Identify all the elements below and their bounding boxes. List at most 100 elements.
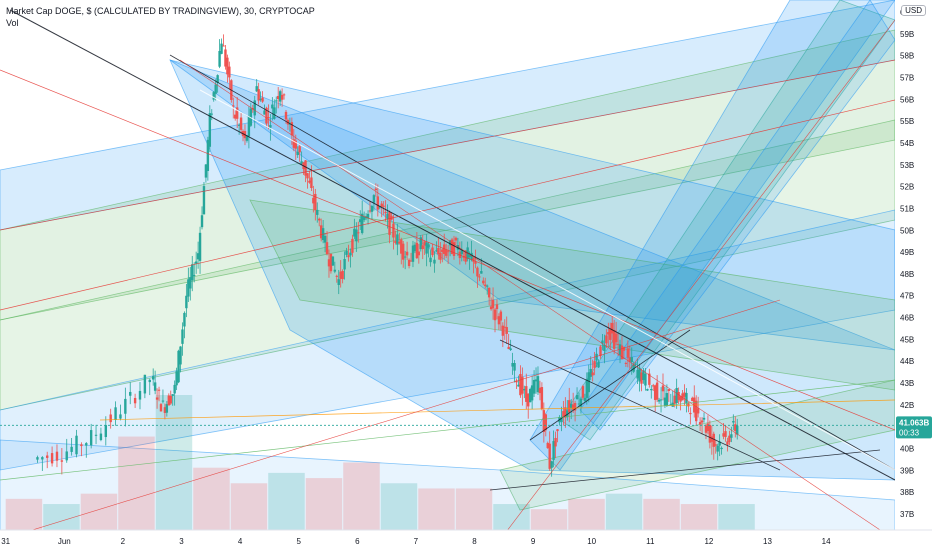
time-axis[interactable]: 31 Jun 2 3 4 5 6 7 8 9 10 11 12 13 14 (0, 529, 932, 550)
volume-bar (718, 504, 755, 530)
candle-body (208, 113, 212, 147)
candle-body (587, 372, 590, 393)
candle-body (41, 457, 44, 460)
volume-bars (5, 395, 755, 530)
candle-body (691, 397, 694, 402)
candle-body (124, 398, 127, 414)
candle-body (732, 421, 735, 423)
candle-body (276, 95, 280, 100)
candle-body (329, 253, 333, 272)
candle-body (351, 238, 354, 253)
candle-body (429, 257, 432, 263)
candle-body (396, 234, 399, 245)
candle-body (388, 211, 391, 235)
candle-body (614, 333, 618, 343)
candle-body (341, 270, 344, 280)
candle-body (534, 379, 538, 382)
candle-body (611, 322, 614, 334)
candle-body (683, 392, 686, 397)
candle-body (478, 276, 481, 278)
candle-body (191, 264, 194, 281)
candle-body (423, 241, 426, 246)
volume-bar (343, 462, 380, 530)
candle-body (232, 105, 235, 107)
candle-body (620, 345, 624, 360)
trend-line (9, 9, 896, 481)
candle-body (237, 124, 241, 126)
candle-body (218, 50, 221, 67)
candle-body (573, 403, 577, 411)
candle-body (325, 242, 329, 255)
candle-body (448, 240, 452, 246)
volume-bar (418, 488, 455, 530)
candle-body (433, 259, 436, 264)
candle-body (661, 385, 665, 392)
trend-lines[interactable] (0, 9, 896, 541)
candle-body (333, 269, 337, 272)
candle-body (143, 374, 147, 394)
candle-body (228, 66, 231, 78)
candle-body (370, 205, 374, 212)
candle-body (292, 139, 296, 148)
candle-body (650, 389, 653, 391)
candle-body (165, 404, 169, 413)
time-tick-label: 2 (121, 537, 126, 546)
candle-body (577, 403, 581, 405)
candle-body (450, 239, 454, 255)
candle-body (665, 393, 669, 406)
candle-body (148, 379, 151, 383)
candle-body (323, 235, 327, 243)
currency-button[interactable]: USD (901, 5, 926, 16)
candle-body (712, 433, 715, 447)
price-tick-label: 40B (900, 445, 914, 454)
candle-body (527, 393, 530, 407)
candle-body (538, 387, 542, 394)
price-tick-label: 45B (900, 335, 914, 344)
last-price-tag (896, 416, 932, 439)
candle-body (689, 412, 692, 415)
last-price-label: 41.063B (899, 418, 929, 427)
candle-body (212, 92, 215, 100)
candle-body (300, 161, 303, 164)
price-tick-label: 43B (900, 379, 914, 388)
candle-body (464, 250, 467, 262)
candle-body (485, 285, 489, 287)
candle-body (605, 335, 608, 344)
candle-body (460, 250, 464, 255)
candle-body (378, 206, 381, 208)
candle-body (357, 232, 360, 234)
volume-bar (380, 483, 418, 530)
candle-body (386, 213, 389, 220)
price-tick-label: 48B (900, 270, 914, 279)
candle-body (515, 380, 518, 383)
candle-body (517, 384, 520, 387)
candle-body (519, 374, 522, 396)
countdown-label: 00:33 (899, 428, 920, 437)
price-axis-background (895, 0, 932, 550)
candle-body (603, 344, 606, 351)
candle-body (163, 407, 167, 413)
candle-body (595, 353, 598, 361)
candle-body (487, 287, 491, 298)
candle-body (239, 117, 243, 130)
price-tick-label: 37B (900, 510, 914, 519)
candle-body (129, 391, 132, 396)
candle-body (347, 255, 350, 258)
candle-body (331, 256, 335, 266)
candle-body (400, 239, 403, 254)
candle-body (46, 455, 49, 458)
candle-body (472, 258, 475, 262)
time-tick-label: 31 (1, 537, 10, 546)
price-tick-label: 57B (900, 73, 914, 82)
candle-body (60, 460, 64, 462)
candle-body (282, 94, 286, 96)
candle-body (183, 312, 186, 327)
candle-body (261, 97, 264, 102)
candle-body (226, 57, 229, 75)
candle-body (394, 241, 397, 243)
candle-body (569, 403, 573, 409)
candle-body (513, 363, 516, 371)
candle-body (444, 249, 448, 256)
candle-body (319, 225, 323, 239)
